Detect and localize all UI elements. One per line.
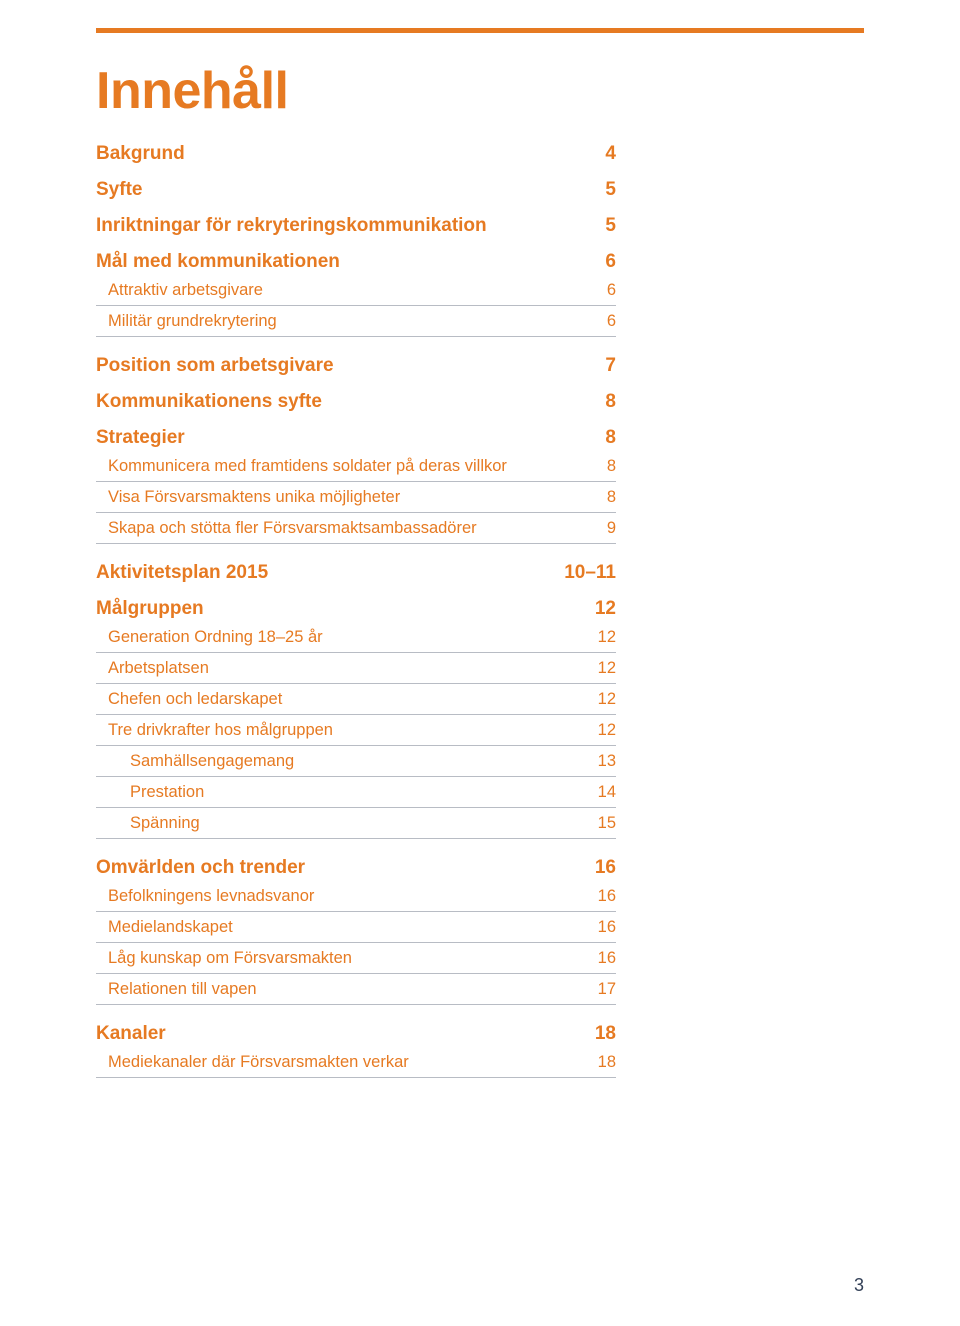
- toc-page: 16: [556, 857, 616, 879]
- top-rule: [96, 28, 864, 33]
- toc-label: Samhällsengagemang: [96, 752, 294, 771]
- toc-label: Attraktiv arbetsgivare: [96, 281, 263, 300]
- toc-label: Aktivitetsplan 2015: [96, 562, 268, 584]
- toc-page: 12: [556, 659, 616, 678]
- toc-page: 14: [556, 783, 616, 802]
- toc-page: 12: [556, 598, 616, 620]
- toc-page: 5: [556, 215, 616, 237]
- toc-entry: Attraktiv arbetsgivare 6: [96, 275, 616, 306]
- toc-entry: Låg kunskap om Försvarsmakten 16: [96, 943, 616, 974]
- toc-page: 16: [556, 949, 616, 968]
- toc-label: Kommunicera med framtidens soldater på d…: [96, 457, 507, 476]
- toc-page: 8: [556, 391, 616, 413]
- toc-entry: Omvärlden och trender 16: [96, 857, 616, 879]
- toc-label: Befolkningens levnadsvanor: [96, 887, 314, 906]
- toc-page: 15: [556, 814, 616, 833]
- toc-label: Visa Försvarsmaktens unika möjligheter: [96, 488, 400, 507]
- toc-entry: Kommunikationens syfte 8: [96, 391, 616, 413]
- toc-page: 16: [556, 887, 616, 906]
- toc-page: 10–11: [556, 562, 616, 584]
- toc-label: Militär grundrekrytering: [96, 312, 277, 331]
- toc-entry: Målgruppen 12: [96, 598, 616, 620]
- toc-entry: Bakgrund 4: [96, 143, 616, 165]
- toc-page: 12: [556, 628, 616, 647]
- toc-entry: Spänning 15: [96, 808, 616, 839]
- toc-label: Prestation: [96, 783, 204, 802]
- toc-entry: Kommunicera med framtidens soldater på d…: [96, 451, 616, 482]
- toc-page: 8: [556, 427, 616, 449]
- toc-page: 6: [556, 281, 616, 300]
- toc-label: Position som arbetsgivare: [96, 355, 334, 377]
- toc-label: Kommunikationens syfte: [96, 391, 322, 413]
- toc-label: Medielandskapet: [96, 918, 233, 937]
- toc-entry: Position som arbetsgivare 7: [96, 355, 616, 377]
- toc-entry: Strategier 8: [96, 427, 616, 449]
- toc-entry: Befolkningens levnadsvanor 16: [96, 881, 616, 912]
- toc-entry: Mål med kommunikationen 6: [96, 251, 616, 273]
- toc-page: 6: [556, 251, 616, 273]
- toc-label: Låg kunskap om Försvarsmakten: [96, 949, 352, 968]
- toc-label: Mediekanaler där Försvarsmakten verkar: [96, 1053, 409, 1072]
- toc-entry: Samhällsengagemang 13: [96, 746, 616, 777]
- toc-entry: Prestation 14: [96, 777, 616, 808]
- toc-entry: Militär grundrekrytering 6: [96, 306, 616, 337]
- toc-page: 17: [556, 980, 616, 999]
- toc-label: Mål med kommunikationen: [96, 251, 340, 273]
- toc-entry: Generation Ordning 18–25 år 12: [96, 622, 616, 653]
- toc-label: Målgruppen: [96, 598, 204, 620]
- table-of-contents: Bakgrund 4 Syfte 5 Inriktningar för rekryter…: [96, 143, 616, 1078]
- toc-label: Spänning: [96, 814, 200, 833]
- toc-entry: Mediekanaler där Försvarsmakten verkar 18: [96, 1047, 616, 1078]
- toc-page: 9: [556, 519, 616, 538]
- toc-label: Chefen och ledarskapet: [96, 690, 282, 709]
- toc-page: 18: [556, 1053, 616, 1072]
- toc-entry: Tre drivkrafter hos målgruppen 12: [96, 715, 616, 746]
- toc-label: Relationen till vapen: [96, 980, 257, 999]
- toc-entry: Inriktningar för rekryteringskommunikati…: [96, 215, 616, 237]
- toc-label: Arbetsplatsen: [96, 659, 209, 678]
- toc-page: 13: [556, 752, 616, 771]
- toc-label: Generation Ordning 18–25 år: [96, 628, 323, 647]
- toc-entry: Skapa och stötta fler Försvarsmaktsambas…: [96, 513, 616, 544]
- toc-entry: Medielandskapet 16: [96, 912, 616, 943]
- toc-label: Skapa och stötta fler Försvarsmaktsambas…: [96, 519, 477, 538]
- toc-page: 16: [556, 918, 616, 937]
- toc-page: 4: [556, 143, 616, 165]
- toc-entry: Syfte 5: [96, 179, 616, 201]
- toc-page: 6: [556, 312, 616, 331]
- toc-label: Syfte: [96, 179, 142, 201]
- toc-page: 8: [556, 457, 616, 476]
- toc-entry: Relationen till vapen 17: [96, 974, 616, 1005]
- toc-entry: Kanaler 18: [96, 1023, 616, 1045]
- toc-page: 7: [556, 355, 616, 377]
- page-title: Innehåll: [96, 61, 864, 121]
- toc-label: Strategier: [96, 427, 185, 449]
- page-number: 3: [854, 1275, 864, 1296]
- toc-entry: Visa Försvarsmaktens unika möjligheter 8: [96, 482, 616, 513]
- toc-label: Tre drivkrafter hos målgruppen: [96, 721, 333, 740]
- toc-entry: Arbetsplatsen 12: [96, 653, 616, 684]
- toc-page: 8: [556, 488, 616, 507]
- toc-label: Kanaler: [96, 1023, 166, 1045]
- toc-page: 5: [556, 179, 616, 201]
- toc-page: 12: [556, 690, 616, 709]
- toc-page: 18: [556, 1023, 616, 1045]
- toc-label: Inriktningar för rekryteringskommunikati…: [96, 215, 487, 237]
- toc-entry: Aktivitetsplan 2015 10–11: [96, 562, 616, 584]
- toc-label: Omvärlden och trender: [96, 857, 305, 879]
- toc-entry: Chefen och ledarskapet 12: [96, 684, 616, 715]
- toc-label: Bakgrund: [96, 143, 185, 165]
- toc-page: 12: [556, 721, 616, 740]
